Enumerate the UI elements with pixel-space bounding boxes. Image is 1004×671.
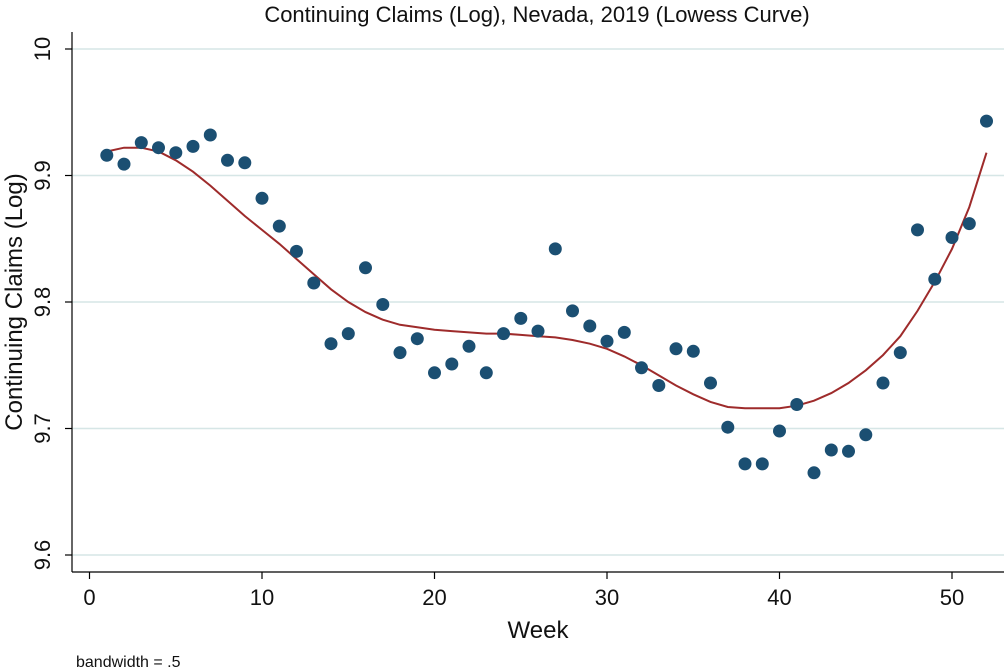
data-point (911, 223, 924, 237)
y-tick-label: 9.9 (30, 160, 55, 191)
data-point (945, 231, 959, 244)
x-tick-label: 50 (940, 585, 964, 610)
data-point (117, 157, 131, 171)
data-point (497, 327, 510, 341)
data-point (376, 298, 390, 311)
y-tick-label: 9.8 (30, 287, 55, 318)
x-tick-label: 20 (422, 585, 446, 610)
data-point (221, 153, 234, 167)
x-tick-label: 10 (250, 585, 274, 610)
data-point (617, 325, 631, 339)
x-axis: 0 10 20 30 40 50 (83, 572, 964, 610)
bandwidth-note: bandwidth = .5 (76, 654, 181, 671)
data-point (669, 342, 683, 356)
data-point (203, 128, 217, 142)
data-point (842, 444, 855, 458)
data-point (566, 304, 579, 318)
gridlines (72, 48, 1004, 556)
y-tick-label: 9.7 (30, 413, 55, 444)
data-point (548, 242, 562, 256)
data-points (100, 114, 993, 480)
x-tick-label: 40 (767, 585, 791, 610)
data-point (307, 276, 321, 290)
data-point (755, 457, 769, 471)
data-point (393, 346, 407, 360)
data-point (686, 344, 700, 358)
data-point (479, 366, 493, 380)
data-point (893, 346, 907, 360)
data-point (531, 324, 545, 338)
chart-title: Continuing Claims (Log), Nevada, 2019 (L… (264, 2, 809, 27)
data-point (272, 219, 286, 233)
y-tick-label: 10 (30, 37, 55, 61)
data-point (186, 139, 200, 153)
data-point (152, 141, 165, 155)
data-point (359, 261, 372, 275)
x-axis-label: Week (508, 617, 570, 644)
data-point (600, 334, 614, 348)
data-point (980, 114, 993, 128)
data-point (428, 366, 441, 380)
data-point (462, 339, 476, 353)
data-point (238, 156, 252, 170)
data-point (100, 148, 114, 162)
data-point (721, 420, 735, 434)
data-point (324, 337, 338, 351)
data-point (876, 376, 890, 390)
data-point (341, 327, 355, 341)
data-point (773, 424, 786, 438)
x-tick-label: 30 (595, 585, 619, 610)
data-point (635, 361, 648, 375)
y-tick-label: 9.6 (30, 540, 55, 571)
data-point (255, 191, 269, 205)
data-point (962, 217, 976, 231)
data-point (859, 428, 873, 442)
data-point (738, 457, 752, 471)
data-point (134, 136, 148, 150)
data-point (704, 376, 717, 390)
y-axis: 9.6 9.7 9.8 9.9 10 (30, 37, 72, 571)
data-point (410, 332, 424, 346)
data-point (652, 379, 666, 392)
data-point (790, 398, 804, 411)
data-point (169, 146, 183, 160)
data-point (824, 443, 838, 457)
data-point (445, 357, 459, 371)
data-point (514, 311, 528, 325)
x-tick-label: 0 (83, 585, 95, 610)
y-axis-label: Continuing Claims (Log) (1, 173, 28, 430)
data-point (807, 466, 821, 480)
lowess-curve (106, 146, 988, 410)
data-point (290, 244, 303, 258)
data-point (928, 272, 942, 286)
data-point (583, 319, 597, 333)
